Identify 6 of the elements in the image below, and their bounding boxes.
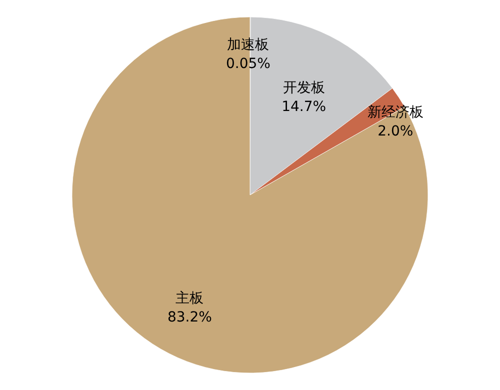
slice-label: 开发板 [282,80,325,96]
slice-label: 主板 [176,290,204,307]
data-label: 2.0% [378,124,414,140]
data-label: 83.2% [167,310,212,326]
data-label: 14.7% [282,98,326,115]
slice-label: 新经济板 [367,104,424,121]
